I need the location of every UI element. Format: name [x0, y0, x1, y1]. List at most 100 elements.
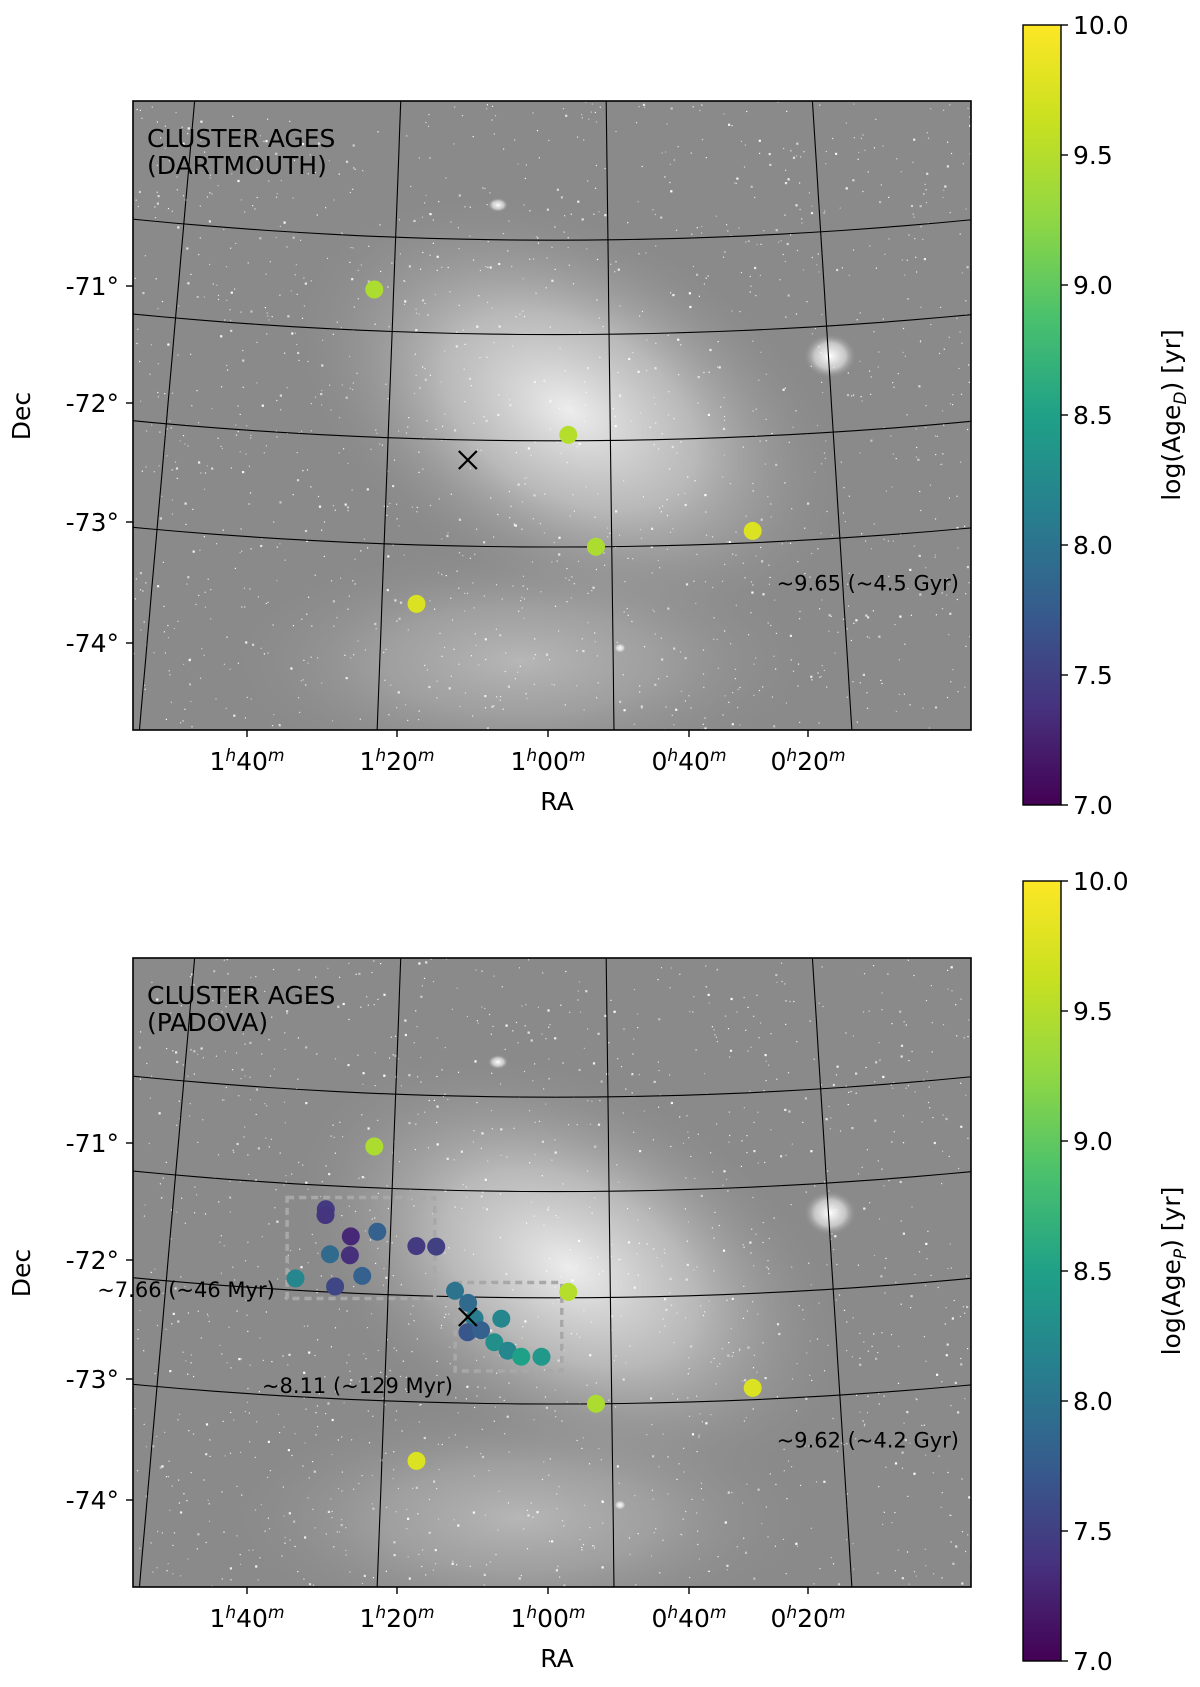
star [284, 1048, 286, 1050]
star [864, 149, 866, 151]
star [139, 360, 141, 363]
star [380, 963, 382, 965]
star [254, 208, 256, 210]
star [696, 1395, 698, 1397]
star [595, 1382, 597, 1384]
cluster-point [365, 1137, 384, 1156]
star [942, 1024, 945, 1026]
star [666, 498, 668, 501]
star [404, 280, 406, 282]
star [566, 461, 568, 464]
star [754, 266, 757, 270]
star [233, 1151, 235, 1153]
star [777, 101, 779, 103]
y-tick-label: -73° [66, 1365, 119, 1394]
star [202, 1057, 204, 1059]
star [359, 718, 361, 720]
star [671, 714, 673, 716]
star [438, 1468, 440, 1471]
star [755, 295, 757, 297]
star [221, 1099, 224, 1101]
star [276, 436, 278, 438]
star [764, 463, 766, 465]
cluster-point [743, 1378, 762, 1397]
star [311, 1233, 313, 1236]
star [533, 683, 535, 685]
star [856, 1394, 858, 1396]
star [195, 603, 197, 605]
star [576, 1124, 578, 1126]
star [767, 496, 769, 498]
star [187, 282, 190, 285]
star [809, 576, 811, 578]
star [448, 1247, 450, 1249]
star [512, 345, 514, 347]
star [924, 1548, 926, 1550]
star [863, 1207, 866, 1210]
star [740, 140, 742, 142]
star [848, 495, 850, 497]
star [934, 556, 936, 558]
star [526, 1548, 529, 1550]
star [592, 586, 595, 589]
star [379, 443, 381, 445]
star [424, 302, 426, 305]
star [236, 1535, 238, 1537]
star [685, 1177, 687, 1179]
star [651, 1555, 653, 1557]
star [808, 1445, 810, 1447]
star [304, 529, 308, 533]
star [682, 1142, 685, 1144]
star [286, 387, 288, 389]
star [203, 654, 205, 656]
star [784, 983, 786, 985]
star [564, 215, 566, 217]
star [521, 528, 523, 530]
star [490, 1033, 492, 1035]
star [726, 541, 728, 543]
star [927, 1101, 930, 1104]
star [906, 259, 908, 261]
star [586, 1170, 589, 1172]
star [775, 1483, 777, 1486]
star [146, 1062, 148, 1065]
star [241, 1494, 243, 1496]
star [952, 1562, 955, 1565]
star [317, 495, 320, 498]
star [279, 1152, 281, 1154]
star [321, 529, 323, 531]
star [139, 1078, 141, 1080]
star [226, 636, 228, 638]
star [393, 1554, 396, 1557]
star [229, 1211, 231, 1213]
star [928, 1086, 930, 1088]
star [150, 1542, 152, 1544]
star [223, 663, 225, 665]
star [303, 277, 305, 279]
star [923, 258, 926, 261]
star [136, 108, 138, 111]
star [576, 1264, 578, 1266]
star [345, 160, 349, 163]
star [653, 1080, 656, 1083]
star [166, 1048, 168, 1050]
star [966, 1275, 968, 1277]
star [216, 543, 218, 545]
star [695, 1049, 697, 1051]
star [569, 515, 571, 517]
star [240, 1451, 242, 1453]
star [199, 549, 201, 551]
star [581, 1549, 583, 1551]
star [413, 1205, 415, 1207]
star [493, 133, 495, 135]
star [743, 1107, 745, 1109]
star [728, 123, 731, 126]
star [515, 1021, 518, 1024]
star [627, 1208, 629, 1210]
star [360, 550, 362, 552]
star [178, 1100, 180, 1102]
center-marker [458, 1307, 478, 1327]
cluster-point [485, 1333, 504, 1352]
star [783, 1470, 785, 1472]
star [678, 374, 680, 376]
